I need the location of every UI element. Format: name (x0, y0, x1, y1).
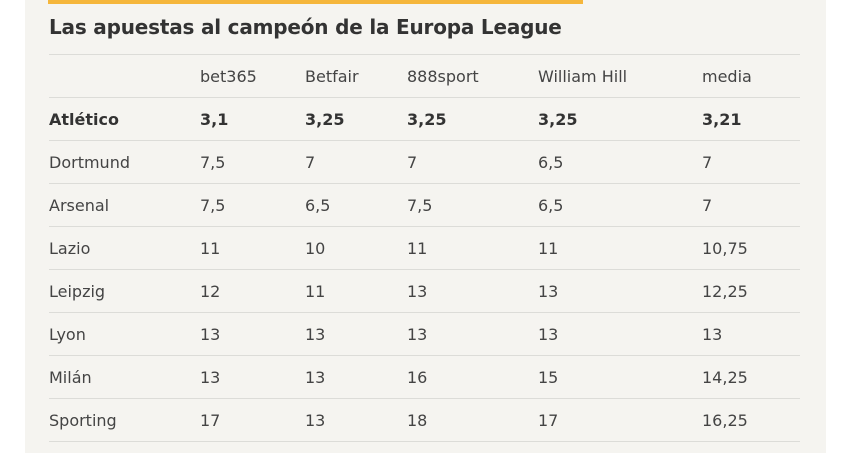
odds-cell: 13 (200, 367, 221, 387)
odds-cell: 13 (538, 324, 559, 344)
team-name: Lyon (49, 324, 86, 344)
team-name: Lazio (49, 238, 91, 258)
odds-cell: 3,25 (407, 109, 447, 129)
odds-cell: 13 (305, 367, 326, 387)
odds-cell: 13 (407, 324, 428, 344)
odds-card: Las apuestas al campeón de la Europa Lea… (25, 0, 826, 453)
average-cell: 14,25 (702, 367, 748, 387)
odds-cell: 7,5 (407, 195, 433, 215)
odds-cell: 6,5 (305, 195, 331, 215)
team-name: Leipzig (49, 281, 106, 301)
odds-cell: 6,5 (538, 195, 564, 215)
header-888sport: 888sport (407, 66, 479, 86)
odds-cell: 11 (200, 238, 221, 258)
header-bet365: bet365 (200, 66, 257, 86)
odds-cell: 17 (200, 410, 221, 430)
odds-cell: 7 (305, 152, 316, 172)
team-name: Sporting (49, 410, 117, 430)
odds-cell: 11 (538, 238, 559, 258)
odds-cell: 17 (538, 410, 559, 430)
header-william-hill: William Hill (538, 66, 628, 86)
odds-cell: 7,5 (200, 195, 226, 215)
odds-cell: 12 (200, 281, 221, 301)
team-name: Atlético (49, 109, 119, 129)
average-cell: 10,75 (702, 238, 748, 258)
table-row: Leipzig 12 11 13 13 12,25 (49, 269, 800, 313)
odds-cell: 16 (407, 367, 428, 387)
average-cell: 7 (702, 195, 713, 215)
odds-cell: 3,1 (200, 109, 229, 129)
odds-cell: 18 (407, 410, 428, 430)
table-title: Las apuestas al campeón de la Europa Lea… (49, 15, 562, 39)
team-name: Dortmund (49, 152, 130, 172)
odds-cell: 10 (305, 238, 326, 258)
odds-cell: 13 (200, 324, 221, 344)
table-row: Milán 13 13 16 15 14,25 (49, 355, 800, 399)
table-row: Lyon 13 13 13 13 13 (49, 312, 800, 356)
odds-cell: 7 (407, 152, 418, 172)
odds-cell: 6,5 (538, 152, 564, 172)
header-team (49, 55, 200, 98)
header-betfair: Betfair (305, 66, 359, 86)
average-cell: 3,21 (702, 109, 742, 129)
average-cell: 13 (702, 324, 723, 344)
odds-cell: 15 (538, 367, 559, 387)
accent-bar (48, 0, 583, 4)
odds-cell: 13 (538, 281, 559, 301)
odds-cell: 13 (407, 281, 428, 301)
average-cell: 7 (702, 152, 713, 172)
header-media: media (702, 66, 752, 86)
average-cell: 16,25 (702, 410, 748, 430)
odds-cell: 3,25 (305, 109, 345, 129)
odds-table: bet365 Betfair 888sport William Hill med… (49, 54, 800, 442)
team-name: Milán (49, 367, 92, 387)
table-row: Atlético 3,1 3,25 3,25 3,25 3,21 (49, 97, 800, 141)
table-header-row: bet365 Betfair 888sport William Hill med… (49, 54, 800, 98)
odds-cell: 7,5 (200, 152, 226, 172)
table-row: Arsenal 7,5 6,5 7,5 6,5 7 (49, 183, 800, 227)
average-cell: 12,25 (702, 281, 748, 301)
table-row: Dortmund 7,5 7 7 6,5 7 (49, 140, 800, 184)
odds-cell: 13 (305, 410, 326, 430)
odds-cell: 13 (305, 324, 326, 344)
table-row: Lazio 11 10 11 11 10,75 (49, 226, 800, 270)
odds-cell: 11 (407, 238, 428, 258)
team-name: Arsenal (49, 195, 110, 215)
odds-cell: 3,25 (538, 109, 578, 129)
odds-cell: 11 (305, 281, 326, 301)
table-row: Sporting 17 13 18 17 16,25 (49, 398, 800, 442)
